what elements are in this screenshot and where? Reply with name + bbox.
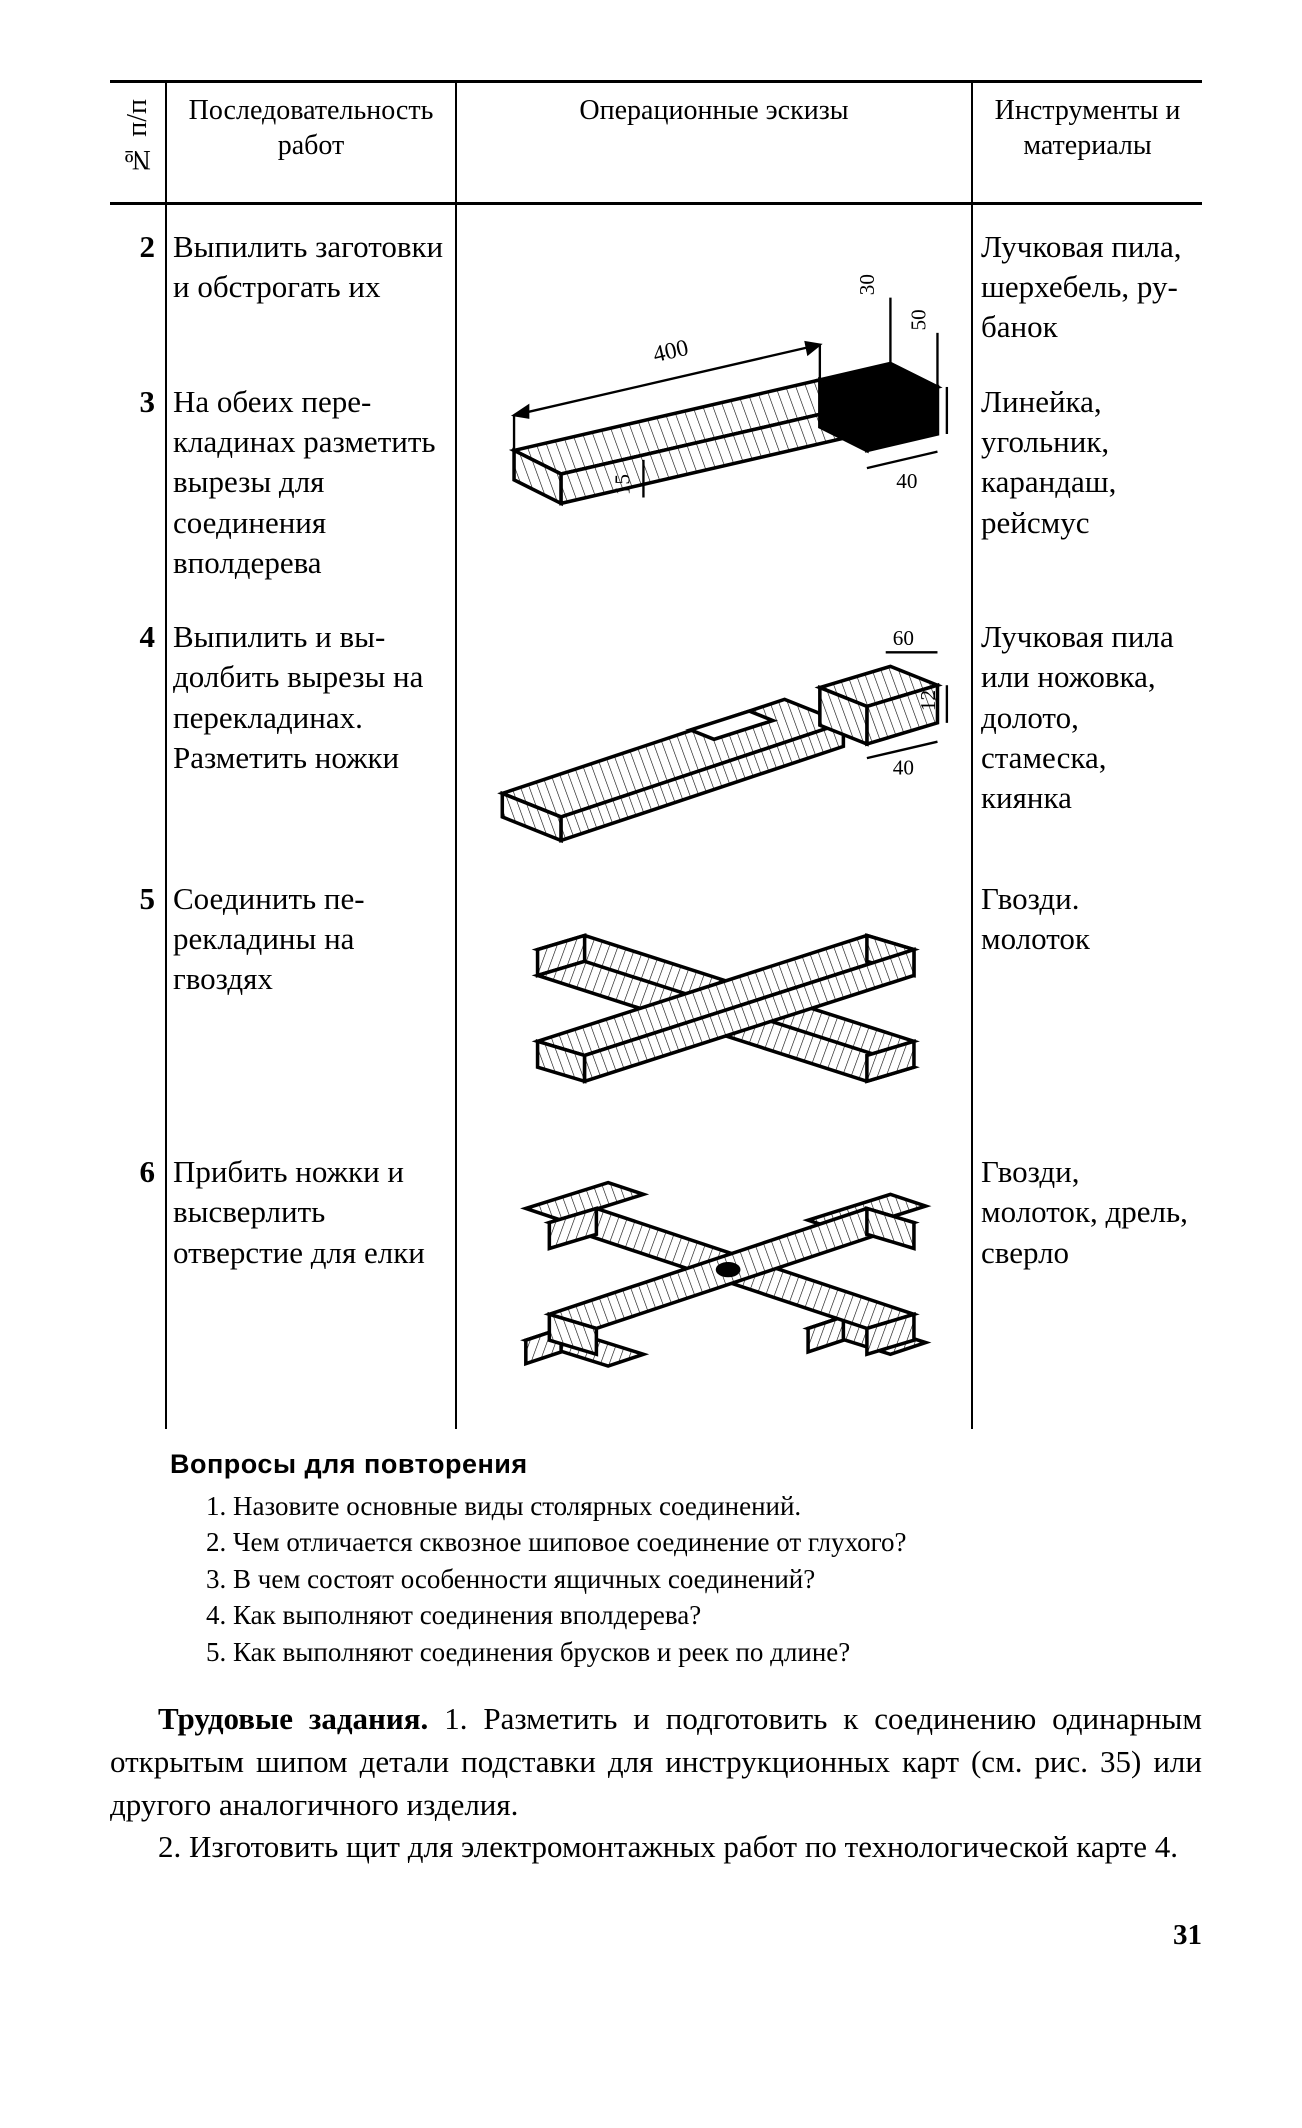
page-number: 31	[110, 1919, 1202, 1952]
sketch-cross-feet	[456, 1144, 972, 1429]
table-row: 2 Выпилить заго­товки и обстро­гать их	[110, 203, 1202, 373]
table-row: 5 Соединить пе­рекладины на гвоздях	[110, 871, 1202, 1144]
svg-text:30: 30	[855, 274, 879, 295]
question-item: 3. В чем состоят особенности ящичных сое…	[170, 1561, 1202, 1597]
questions-list: 1. Назовите основные виды столярных соед…	[170, 1488, 1202, 1670]
sketch-notch: 60 12 40	[456, 609, 972, 871]
row-seq: На обеих пере­кладинах раз­метить вырезы…	[166, 374, 456, 609]
task-item: Трудовые задания. 1. Разметить и подгото…	[110, 1698, 1202, 1826]
row-tool: Лучковая пила, шерхе­бель, ру­банок	[972, 203, 1202, 373]
svg-text:12: 12	[916, 690, 940, 711]
svg-text:400: 400	[651, 335, 691, 368]
header-seq: Последователь­ность работ	[166, 82, 456, 204]
table-row: 4 Выпилить и вы­долбить выре­зы на перек…	[110, 609, 1202, 871]
sketch-cross	[456, 871, 972, 1144]
row-num: 3	[110, 374, 166, 609]
row-tool: Гвозди, молоток, дрель, сверло	[972, 1144, 1202, 1429]
question-item: 2. Чем отличается сквозное шиповое соеди…	[170, 1524, 1202, 1560]
questions-heading: Вопросы для повторения	[170, 1449, 1202, 1480]
question-item: 1. Назовите основные виды столярных соед…	[170, 1488, 1202, 1524]
row-tool: Линейка, угольник, каран­даш, рейсмус	[972, 374, 1202, 609]
row-seq: Выпилить заго­товки и обстро­гать их	[166, 203, 456, 373]
row-num: 4	[110, 609, 166, 871]
row-seq: Соединить пе­рекладины на гвоздях	[166, 871, 456, 1144]
table-row: 6 Прибить ножки и высверлить отверстие д…	[110, 1144, 1202, 1429]
row-num: 6	[110, 1144, 166, 1429]
process-table: № п/п Последователь­ность работ Операцио…	[110, 80, 1202, 1429]
question-item: 4. Как выполняют соединения вполдерева?	[170, 1597, 1202, 1633]
row-num: 5	[110, 871, 166, 1144]
svg-text:15: 15	[610, 474, 634, 495]
row-seq: Выпилить и вы­долбить выре­зы на перекла…	[166, 609, 456, 871]
row-num: 2	[110, 203, 166, 373]
task-item: 2. Изготовить щит для электромонтажных р…	[110, 1826, 1202, 1869]
svg-text:50: 50	[907, 309, 931, 330]
header-sketch: Операционные эскизы	[456, 82, 972, 204]
header-num: № п/п	[110, 82, 166, 204]
row-tool: Гвозди. молоток	[972, 871, 1202, 1144]
row-tool: Лучковая пила или ножовка, долото, стаме…	[972, 609, 1202, 871]
row-seq: Прибить ножки и высверлить отверстие для…	[166, 1144, 456, 1429]
question-item: 5. Как выполняют соединения брусков и ре…	[170, 1634, 1202, 1670]
svg-text:40: 40	[896, 469, 917, 493]
svg-text:60: 60	[893, 626, 914, 650]
header-tools: Инстру­менты и ма­териалы	[972, 82, 1202, 204]
svg-text:40: 40	[893, 756, 914, 780]
sketch-plank: 400 30 50 15	[456, 203, 972, 609]
tasks-block: Трудовые задания. 1. Разметить и подгото…	[110, 1698, 1202, 1869]
